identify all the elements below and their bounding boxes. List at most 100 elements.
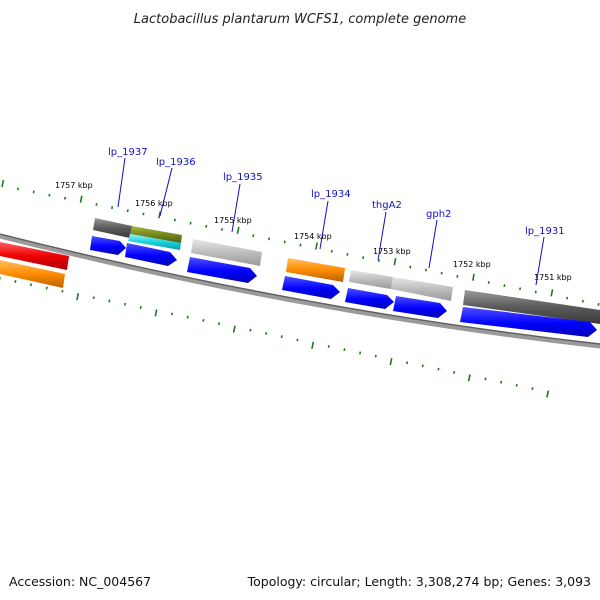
cds-arrow-gph2[interactable]: [393, 296, 447, 318]
minor-tick: [249, 328, 252, 332]
minor-tick: [362, 256, 365, 259]
minor-tick: [456, 274, 459, 278]
minor-tick: [48, 193, 51, 197]
minor-tick: [581, 299, 584, 303]
minor-tick: [139, 306, 142, 309]
cds-arrow-lp1935[interactable]: [187, 257, 257, 283]
major-tick: [232, 325, 236, 333]
minor-tick: [359, 351, 362, 355]
minor-tick: [142, 212, 145, 216]
minor-tick: [173, 218, 176, 222]
gene-leader-line: [535, 236, 545, 286]
minor-tick: [283, 240, 286, 244]
gene-block-lp1931[interactable]: [463, 290, 600, 324]
major-tick: [472, 273, 475, 281]
gene-leader-line: [377, 211, 387, 261]
minor-tick: [92, 296, 95, 300]
cds-arrow-lp1937[interactable]: [90, 236, 126, 255]
minor-tick: [265, 332, 268, 335]
cds-track: [90, 236, 597, 337]
minor-tick: [409, 265, 412, 269]
gene-leader-line: [319, 200, 329, 250]
scale-labels: 1757 kbp 1756 kbp 1755 kbp 1754 kbp 1753…: [55, 181, 572, 282]
gene-label-lp1931[interactable]: lp_1931: [525, 226, 565, 237]
gene-label-lp1937[interactable]: lp_1937: [108, 147, 148, 158]
major-tick: [467, 374, 471, 382]
gene-block-lp1934[interactable]: [286, 258, 345, 282]
minor-tick: [45, 286, 48, 290]
gene-label-gph2[interactable]: gph2: [426, 209, 451, 220]
gene-label-lp1935[interactable]: lp_1935: [223, 172, 263, 183]
minor-tick: [437, 367, 440, 371]
minor-tick: [421, 364, 424, 368]
gene-block-left-orange[interactable]: [0, 260, 65, 288]
scale-label: 1757 kbp: [55, 181, 93, 190]
minor-tick: [16, 187, 19, 191]
minor-tick: [424, 268, 427, 272]
scale-label: 1754 kbp: [294, 232, 332, 241]
map-title: Lactobacillus plantarum WCFS1, complete …: [134, 12, 466, 27]
minor-tick: [327, 345, 330, 348]
minor-tick: [296, 338, 299, 342]
minor-tick: [64, 196, 67, 200]
cds-arrow-lp1936[interactable]: [125, 243, 177, 266]
feature-track: [0, 218, 600, 324]
gene-labels: lp_1937 lp_1936 lp_1935 lp_1934 thgA2 gp…: [108, 147, 565, 286]
gene-label-lp1936[interactable]: lp_1936: [156, 157, 196, 168]
minor-tick: [108, 299, 111, 303]
gene-block-lp1937[interactable]: [93, 218, 132, 238]
minor-tick: [453, 370, 456, 374]
minor-tick: [534, 290, 537, 294]
minor-tick: [374, 354, 377, 358]
minor-tick: [124, 302, 127, 306]
major-tick: [315, 242, 318, 250]
major-tick: [389, 357, 393, 366]
minor-tick: [205, 224, 208, 228]
minor-tick: [268, 237, 271, 241]
gene-leader-line: [428, 219, 438, 269]
minor-tick: [189, 221, 192, 225]
gene-block-left-red[interactable]: [0, 242, 69, 270]
major-tick: [1, 179, 5, 188]
gene-block-lp1936-olive[interactable]: [130, 226, 182, 243]
gene-leader-line: [117, 157, 126, 208]
minor-tick: [252, 234, 255, 238]
minor-tick: [487, 281, 490, 284]
minor-tick: [32, 190, 35, 194]
inner-tick-track: [0, 277, 550, 398]
minor-tick: [202, 319, 205, 322]
scale-label: 1753 kbp: [373, 247, 411, 256]
minor-tick: [95, 203, 98, 206]
minor-tick: [126, 209, 129, 213]
major-tick: [154, 309, 158, 317]
minor-tick: [218, 322, 221, 326]
major-tick: [79, 195, 83, 203]
scale-label: 1755 kbp: [214, 216, 252, 225]
minor-tick: [30, 283, 33, 287]
minor-tick: [515, 383, 518, 387]
gene-block-gph2[interactable]: [391, 277, 453, 301]
major-tick: [311, 341, 315, 349]
gene-block-lp1936-cyan[interactable]: [128, 234, 181, 250]
minor-tick: [280, 335, 283, 339]
genome-summary-text: Topology: circular; Length: 3,308,274 bp…: [247, 574, 591, 589]
gene-block-lp1935[interactable]: [191, 239, 262, 266]
minor-tick: [171, 312, 174, 316]
major-tick: [236, 226, 240, 234]
gene-label-lp1934[interactable]: lp_1934: [311, 189, 351, 200]
gene-block-thga2[interactable]: [349, 270, 393, 289]
major-tick: [550, 289, 554, 297]
minor-tick: [597, 302, 600, 306]
cds-arrow-lp1934[interactable]: [282, 276, 340, 299]
minor-tick: [484, 377, 487, 381]
gene-leader-line: [159, 167, 173, 217]
minor-tick: [406, 361, 409, 365]
cds-arrow-lp1931[interactable]: [460, 307, 597, 337]
gene-label-thga2[interactable]: thgA2: [372, 200, 402, 211]
major-tick: [158, 211, 162, 219]
minor-tick: [14, 280, 17, 283]
accession-text: Accession: NC_004567: [9, 574, 151, 589]
cds-arrow-thga2[interactable]: [345, 288, 394, 309]
minor-tick: [566, 296, 569, 300]
